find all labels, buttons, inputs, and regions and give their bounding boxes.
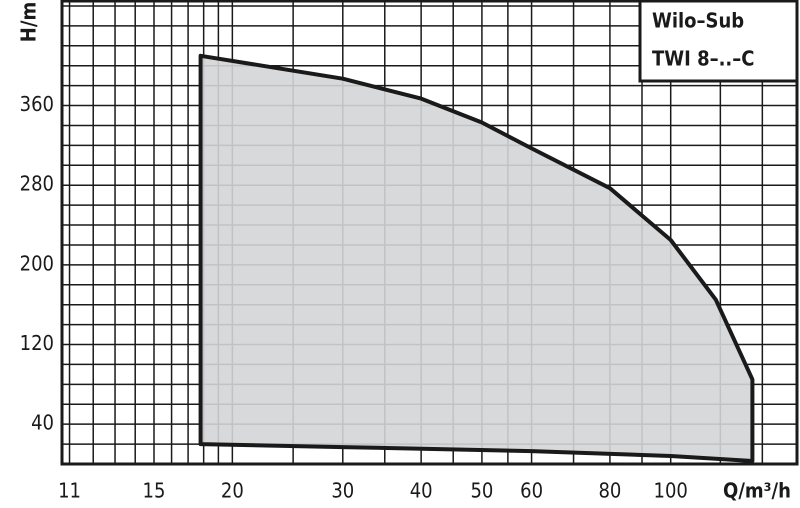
x-tick-label: 100 xyxy=(654,479,688,503)
plot-frame xyxy=(60,0,799,466)
x-axis-label: Q/m³/h xyxy=(723,479,791,503)
x-tick-label: 20 xyxy=(221,479,244,503)
title: TWI 8–..–C xyxy=(652,47,754,71)
x-tick-label: 40 xyxy=(410,479,433,503)
y-axis-label: H/m xyxy=(17,2,41,42)
y-tick-label: 360 xyxy=(20,92,54,116)
y-tick-label: 40 xyxy=(31,411,54,435)
x-tick-label: 80 xyxy=(598,479,621,503)
x-tick-label: 15 xyxy=(143,479,166,503)
x-tick-label: 11 xyxy=(58,479,81,503)
x-tick-label: 60 xyxy=(520,479,543,503)
title: Wilo–Sub xyxy=(652,9,744,33)
title-box xyxy=(638,0,799,83)
x-tick-label: 50 xyxy=(470,479,493,503)
y-tick-label: 280 xyxy=(20,172,54,196)
y-tick-label: 200 xyxy=(20,251,54,275)
x-tick-label: 30 xyxy=(331,479,354,503)
envelope xyxy=(198,53,755,463)
y-tick-label: 120 xyxy=(20,331,54,355)
